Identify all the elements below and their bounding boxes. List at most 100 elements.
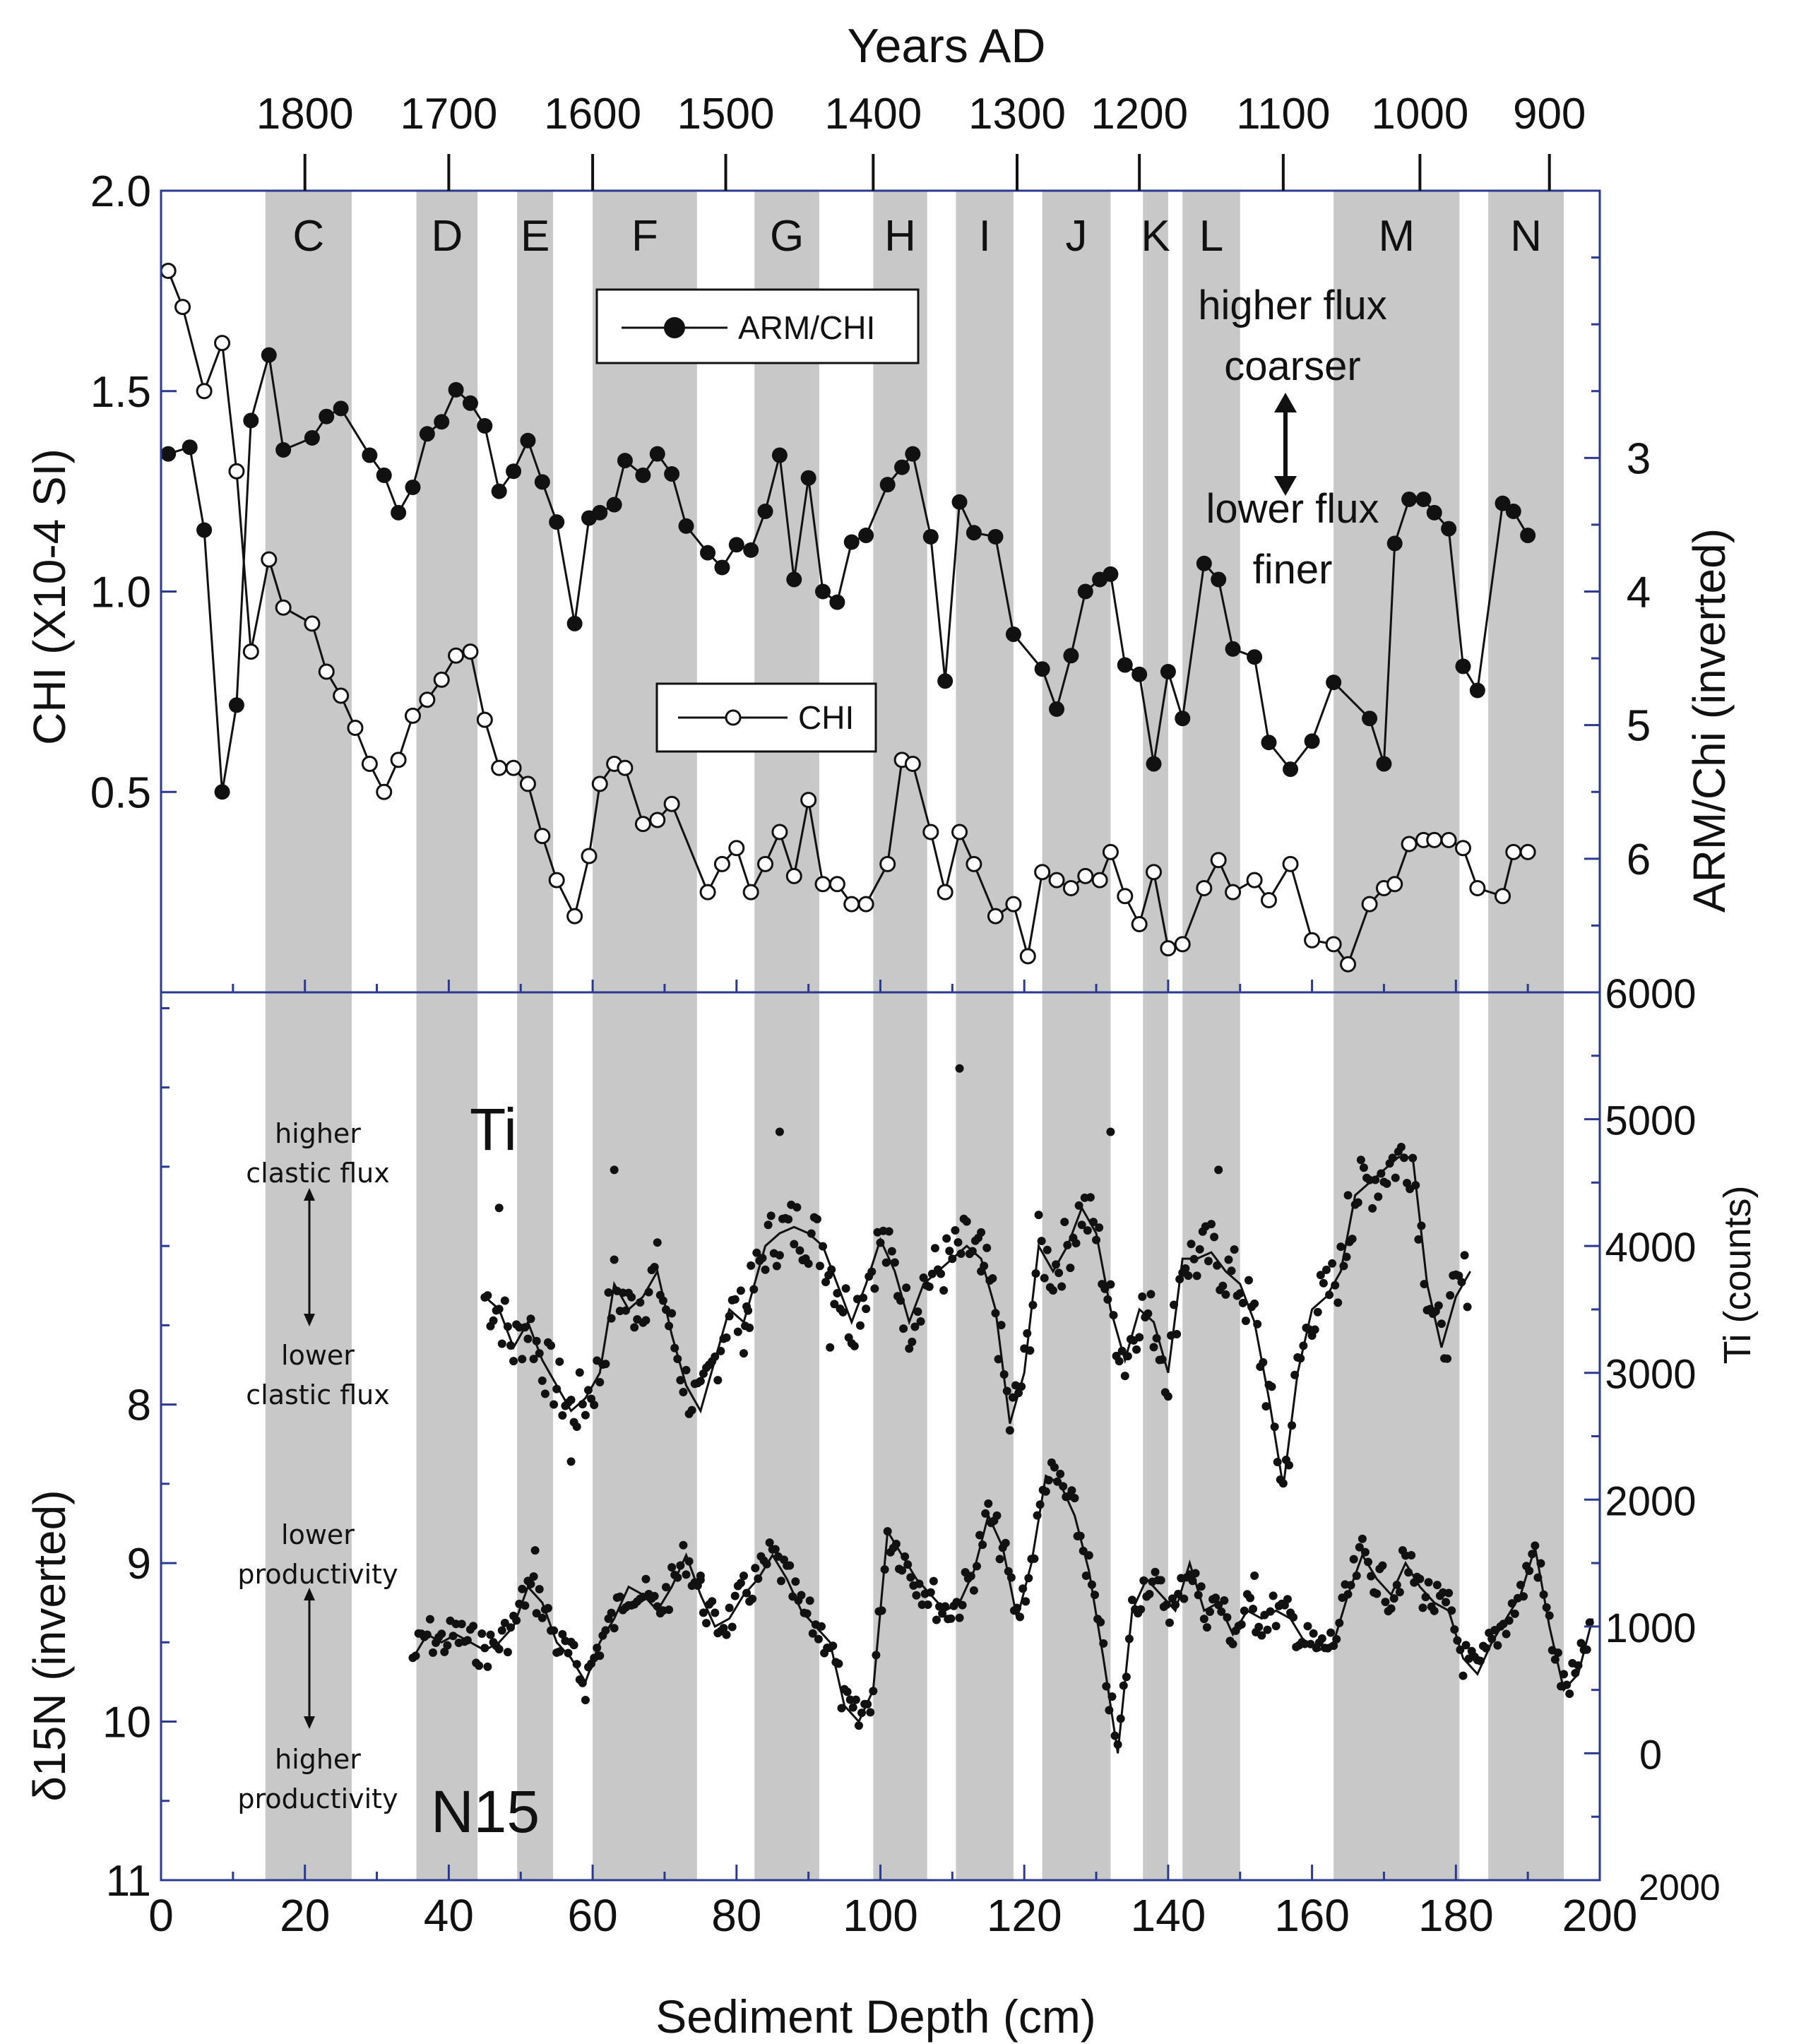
point-n15: [1424, 1578, 1433, 1587]
x-tick-label: 0: [148, 1890, 174, 1941]
point-n15: [1214, 1600, 1223, 1610]
point-n15: [1502, 1629, 1511, 1639]
point-ti: [1368, 1204, 1377, 1213]
point-ti: [747, 1261, 756, 1270]
point-chi: [1160, 940, 1177, 957]
point-arm-chi: [1326, 675, 1342, 691]
point-chi: [966, 855, 982, 872]
point-ti-outlier: [1106, 1127, 1115, 1136]
point-chi: [519, 776, 536, 792]
point-ti: [547, 1341, 556, 1350]
point-n15: [1237, 1620, 1246, 1629]
band-d: [416, 191, 478, 1880]
point-ti: [555, 1357, 564, 1366]
point-n15: [469, 1622, 478, 1631]
point-chi: [1034, 864, 1051, 881]
point-n15: [1246, 1593, 1255, 1603]
point-arm-chi: [922, 528, 939, 545]
point-n15: [425, 1615, 434, 1624]
point-chi: [649, 812, 666, 828]
point-ti: [1296, 1354, 1305, 1363]
lower-right-axis-title: Ti (counts): [1716, 1185, 1759, 1364]
point-ti: [937, 1269, 946, 1278]
point-arm-chi: [1376, 756, 1392, 772]
top-tick-label: 900: [1513, 90, 1586, 138]
point-arm-chi: [894, 459, 910, 475]
point-n15: [912, 1591, 921, 1600]
top-tick-label: 1700: [400, 90, 497, 138]
point-n15: [995, 1555, 1004, 1564]
point-ti: [1189, 1254, 1199, 1264]
point-n15: [1035, 1500, 1045, 1509]
point-ti: [673, 1355, 682, 1364]
point-ti: [1172, 1330, 1182, 1339]
point-n15: [851, 1695, 860, 1704]
point-ti: [930, 1244, 939, 1253]
point-ti: [1434, 1301, 1443, 1310]
point-arm-chi: [1247, 649, 1263, 665]
point-ti: [896, 1296, 905, 1305]
band-h: [873, 191, 927, 1880]
point-n15: [808, 1629, 817, 1638]
legend-arm-chi-label: ARM/CHI: [738, 309, 875, 346]
point-ti: [521, 1323, 530, 1332]
point-n15: [1202, 1623, 1211, 1632]
point-n15: [437, 1629, 446, 1639]
point-arm-chi: [319, 408, 335, 424]
point-ti: [1227, 1266, 1236, 1276]
top-tick-label: 1500: [677, 90, 775, 138]
annot-lower-flux: lower flux: [1206, 486, 1379, 532]
point-ti: [855, 1321, 865, 1330]
point-n15: [1539, 1590, 1548, 1599]
point-n15: [673, 1573, 682, 1582]
point-n15: [975, 1531, 985, 1540]
point-arm-chi: [362, 447, 378, 463]
point-n15: [1576, 1639, 1586, 1648]
point-n15: [1453, 1636, 1462, 1645]
point-ti: [1023, 1329, 1032, 1338]
point-ti: [687, 1406, 696, 1415]
point-ti: [881, 1258, 891, 1267]
legend-chi-label: CHI: [798, 699, 854, 736]
point-n15: [1444, 1588, 1454, 1598]
point-n15: [569, 1641, 578, 1650]
point-ti: [682, 1365, 691, 1374]
point-ti: [1100, 1284, 1110, 1293]
point-ti: [766, 1211, 776, 1220]
point-ti: [838, 1307, 848, 1317]
band-m: [1333, 191, 1460, 1880]
point-n15: [503, 1648, 512, 1657]
annot-lower-clastic-flux: clastic flux: [246, 1379, 389, 1410]
point-arm-chi: [1261, 735, 1277, 751]
point-ti: [483, 1291, 492, 1300]
point-n15: [676, 1561, 685, 1570]
point-arm-chi: [757, 504, 773, 519]
annot-lower-productivity: lower: [281, 1519, 355, 1550]
point-n15: [1430, 1606, 1439, 1615]
annot-finer: finer: [1253, 547, 1333, 593]
point-arm-chi: [477, 417, 493, 434]
point-arm-chi: [304, 429, 320, 446]
point-ti: [1290, 1370, 1300, 1379]
point-n15: [1081, 1571, 1091, 1581]
annot-higher-clastic: higher: [275, 1118, 361, 1149]
point-arm-chi: [160, 446, 177, 462]
point-n15: [1013, 1603, 1022, 1612]
point-arm-chi: [987, 528, 1004, 545]
point-arm-chi: [520, 432, 536, 448]
point-ti: [566, 1396, 576, 1405]
point-n15: [1386, 1604, 1396, 1613]
point-ti: [537, 1376, 547, 1385]
point-n15: [1585, 1618, 1594, 1627]
point-n15: [1263, 1625, 1272, 1634]
point-chi: [951, 824, 968, 840]
point-ti: [1086, 1193, 1095, 1202]
lower-left-tick-label: 10: [102, 1699, 151, 1747]
point-n15: [1418, 1603, 1427, 1612]
point-ti: [821, 1278, 831, 1287]
point-chi: [1505, 843, 1522, 860]
lower-right-tick-label: 1000: [1605, 1605, 1696, 1651]
point-ti: [804, 1259, 813, 1268]
point-ti: [1175, 1275, 1184, 1284]
